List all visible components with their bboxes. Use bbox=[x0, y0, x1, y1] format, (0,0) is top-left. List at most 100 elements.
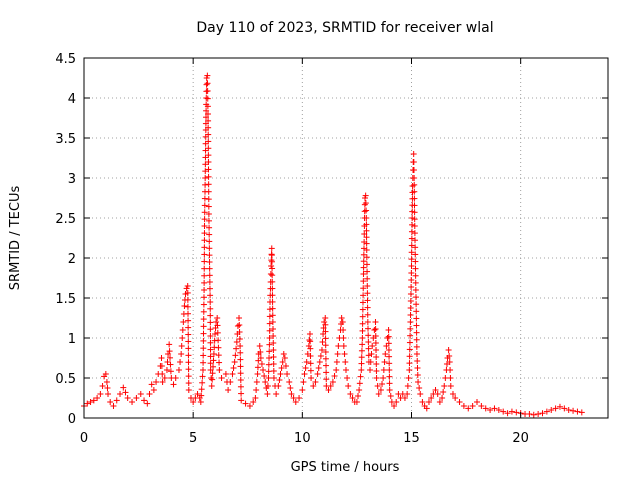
y-tick-label: 2 bbox=[68, 252, 76, 267]
data-point bbox=[236, 329, 243, 335]
data-point bbox=[408, 256, 415, 263]
data-point bbox=[205, 166, 212, 173]
data-point bbox=[204, 95, 211, 102]
data-point bbox=[184, 310, 191, 317]
data-point bbox=[482, 405, 489, 412]
data-point bbox=[215, 352, 222, 359]
data-point bbox=[356, 387, 363, 393]
data-point bbox=[148, 381, 155, 388]
data-point bbox=[242, 400, 249, 407]
data-point bbox=[233, 345, 240, 352]
data-point bbox=[200, 330, 207, 337]
y-tick-label: 4.5 bbox=[55, 52, 76, 67]
data-point bbox=[185, 380, 192, 387]
data-point bbox=[265, 368, 272, 375]
data-point bbox=[363, 247, 370, 253]
data-point bbox=[207, 326, 214, 333]
data-point bbox=[270, 375, 277, 381]
data-point bbox=[334, 351, 341, 357]
data-point bbox=[365, 332, 372, 339]
data-point bbox=[372, 319, 379, 325]
data-point bbox=[393, 399, 400, 405]
data-point bbox=[268, 258, 275, 265]
data-point bbox=[412, 251, 419, 258]
data-point bbox=[331, 373, 338, 379]
data-point bbox=[543, 408, 550, 415]
data-point bbox=[347, 391, 354, 397]
data-point bbox=[269, 285, 276, 292]
chart-title: Day 110 of 2023, SRMTID for receiver wla… bbox=[196, 20, 493, 36]
data-point bbox=[178, 351, 185, 357]
data-point bbox=[270, 347, 277, 353]
data-point bbox=[385, 340, 392, 347]
data-point bbox=[380, 367, 387, 373]
data-point bbox=[401, 395, 408, 401]
data-point bbox=[363, 227, 370, 234]
y-axis-label: SRMTID / TECUs bbox=[8, 186, 23, 291]
data-point bbox=[299, 387, 306, 393]
data-point bbox=[364, 304, 371, 311]
data-point bbox=[201, 251, 208, 258]
data-point bbox=[254, 371, 261, 377]
data-point bbox=[206, 231, 213, 238]
data-point bbox=[340, 335, 347, 341]
data-point bbox=[306, 337, 313, 343]
data-point bbox=[446, 353, 453, 359]
data-point bbox=[440, 389, 447, 395]
y-tick-label: 4 bbox=[68, 92, 76, 107]
data-point bbox=[416, 385, 423, 391]
data-point bbox=[364, 311, 371, 318]
data-point bbox=[262, 379, 269, 385]
data-point bbox=[508, 408, 515, 415]
data-point bbox=[413, 336, 420, 343]
data-point bbox=[205, 173, 212, 180]
data-point bbox=[164, 359, 171, 365]
y-tick-label: 3 bbox=[68, 172, 76, 187]
data-point bbox=[363, 215, 370, 221]
data-point bbox=[307, 345, 314, 352]
data-point bbox=[158, 363, 165, 369]
data-point bbox=[250, 399, 257, 405]
data-point bbox=[207, 367, 214, 373]
data-point bbox=[356, 380, 363, 387]
data-point bbox=[206, 252, 213, 259]
data-point bbox=[210, 351, 217, 357]
data-point bbox=[382, 351, 389, 357]
data-point bbox=[322, 328, 329, 335]
data-point bbox=[207, 319, 214, 326]
data-point bbox=[386, 360, 393, 367]
data-point bbox=[206, 238, 213, 245]
data-point bbox=[360, 285, 367, 292]
data-point bbox=[415, 379, 422, 385]
data-point bbox=[214, 322, 221, 329]
data-point bbox=[279, 359, 286, 365]
data-point bbox=[246, 403, 253, 409]
data-point bbox=[276, 377, 283, 383]
data-point bbox=[384, 335, 391, 341]
data-point bbox=[367, 367, 374, 373]
data-point bbox=[359, 341, 366, 348]
data-point bbox=[201, 258, 208, 265]
data-point bbox=[201, 202, 208, 209]
data-point bbox=[185, 352, 192, 359]
data-point bbox=[185, 373, 192, 380]
data-point bbox=[407, 332, 414, 339]
data-point bbox=[270, 368, 277, 374]
data-point bbox=[377, 387, 384, 393]
data-point bbox=[185, 366, 192, 373]
data-point bbox=[322, 342, 329, 349]
data-point bbox=[360, 271, 367, 277]
data-point bbox=[280, 351, 287, 357]
data-point bbox=[200, 308, 207, 315]
data-point bbox=[364, 319, 371, 325]
data-point bbox=[314, 371, 321, 377]
data-point bbox=[141, 397, 148, 404]
data-point bbox=[185, 359, 192, 366]
data-point bbox=[207, 353, 214, 360]
data-point bbox=[410, 159, 417, 165]
data-point bbox=[201, 265, 208, 272]
data-point bbox=[212, 331, 218, 337]
data-point bbox=[237, 343, 244, 349]
data-point bbox=[412, 244, 419, 251]
data-point bbox=[201, 272, 208, 279]
